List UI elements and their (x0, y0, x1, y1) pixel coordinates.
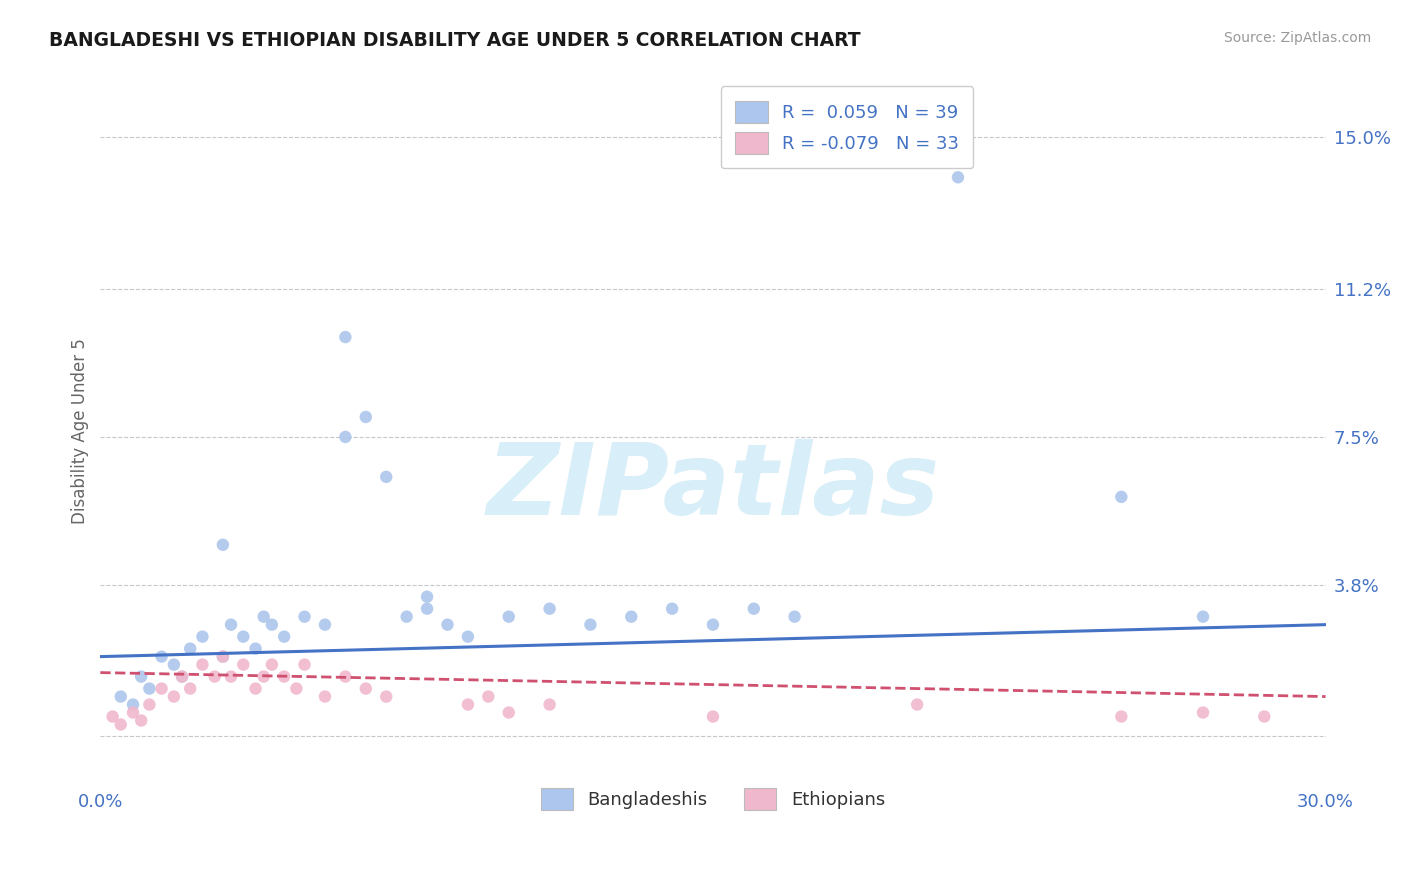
Point (375, 690, 398, 704)
Point (1111, 490, 1133, 504)
Point (129, 670, 152, 684)
Point (170, 670, 193, 684)
Point (416, 601, 439, 615)
Point (138, 681, 160, 696)
Point (702, 617, 724, 632)
Point (219, 670, 242, 684)
Point (416, 590, 439, 604)
Point (579, 617, 602, 632)
Text: Source: ZipAtlas.com: Source: ZipAtlas.com (1223, 31, 1371, 45)
Point (742, 601, 765, 615)
Point (138, 698, 160, 712)
Point (273, 630, 295, 644)
Point (232, 630, 254, 644)
Point (260, 617, 283, 632)
Point (498, 609, 520, 624)
Point (101, 709, 124, 723)
Point (122, 706, 145, 720)
Point (783, 609, 806, 624)
Point (191, 630, 214, 644)
Point (285, 681, 308, 696)
Point (335, 330, 357, 344)
Point (905, 698, 928, 712)
Point (212, 649, 235, 664)
Point (191, 657, 214, 672)
Y-axis label: Disability Age Under 5: Disability Age Under 5 (72, 338, 89, 524)
Point (204, 670, 226, 684)
Point (1111, 709, 1133, 723)
Point (1192, 706, 1215, 720)
Point (498, 706, 520, 720)
Point (212, 538, 235, 552)
Point (354, 409, 377, 424)
Point (110, 717, 132, 731)
Point (375, 470, 398, 484)
Point (335, 670, 357, 684)
Point (122, 698, 145, 712)
Point (538, 601, 561, 615)
Point (245, 641, 267, 656)
Point (150, 649, 173, 664)
Point (253, 670, 276, 684)
Point (150, 681, 173, 696)
Point (314, 617, 336, 632)
Point (946, 170, 969, 185)
Point (661, 601, 683, 615)
Point (245, 681, 267, 696)
Point (354, 681, 377, 696)
Point (436, 617, 458, 632)
Text: ZIPatlas: ZIPatlas (486, 439, 939, 536)
Point (294, 657, 316, 672)
Point (294, 609, 316, 624)
Point (702, 709, 724, 723)
Point (1253, 709, 1275, 723)
Point (260, 657, 283, 672)
Point (477, 690, 499, 704)
Point (620, 609, 643, 624)
Point (179, 641, 201, 656)
Point (457, 698, 479, 712)
Point (212, 649, 235, 664)
Point (538, 698, 561, 712)
Point (253, 609, 276, 624)
Legend: Bangladeshis, Ethiopians: Bangladeshis, Ethiopians (526, 774, 900, 825)
Point (273, 670, 295, 684)
Point (1192, 609, 1215, 624)
Point (457, 630, 479, 644)
Point (232, 657, 254, 672)
Point (163, 657, 186, 672)
Point (179, 681, 201, 696)
Point (170, 670, 193, 684)
Point (219, 617, 242, 632)
Point (163, 690, 186, 704)
Point (335, 430, 357, 444)
Point (395, 609, 418, 624)
Point (110, 690, 132, 704)
Text: BANGLADESHI VS ETHIOPIAN DISABILITY AGE UNDER 5 CORRELATION CHART: BANGLADESHI VS ETHIOPIAN DISABILITY AGE … (49, 31, 860, 50)
Point (129, 714, 152, 728)
Point (314, 690, 336, 704)
